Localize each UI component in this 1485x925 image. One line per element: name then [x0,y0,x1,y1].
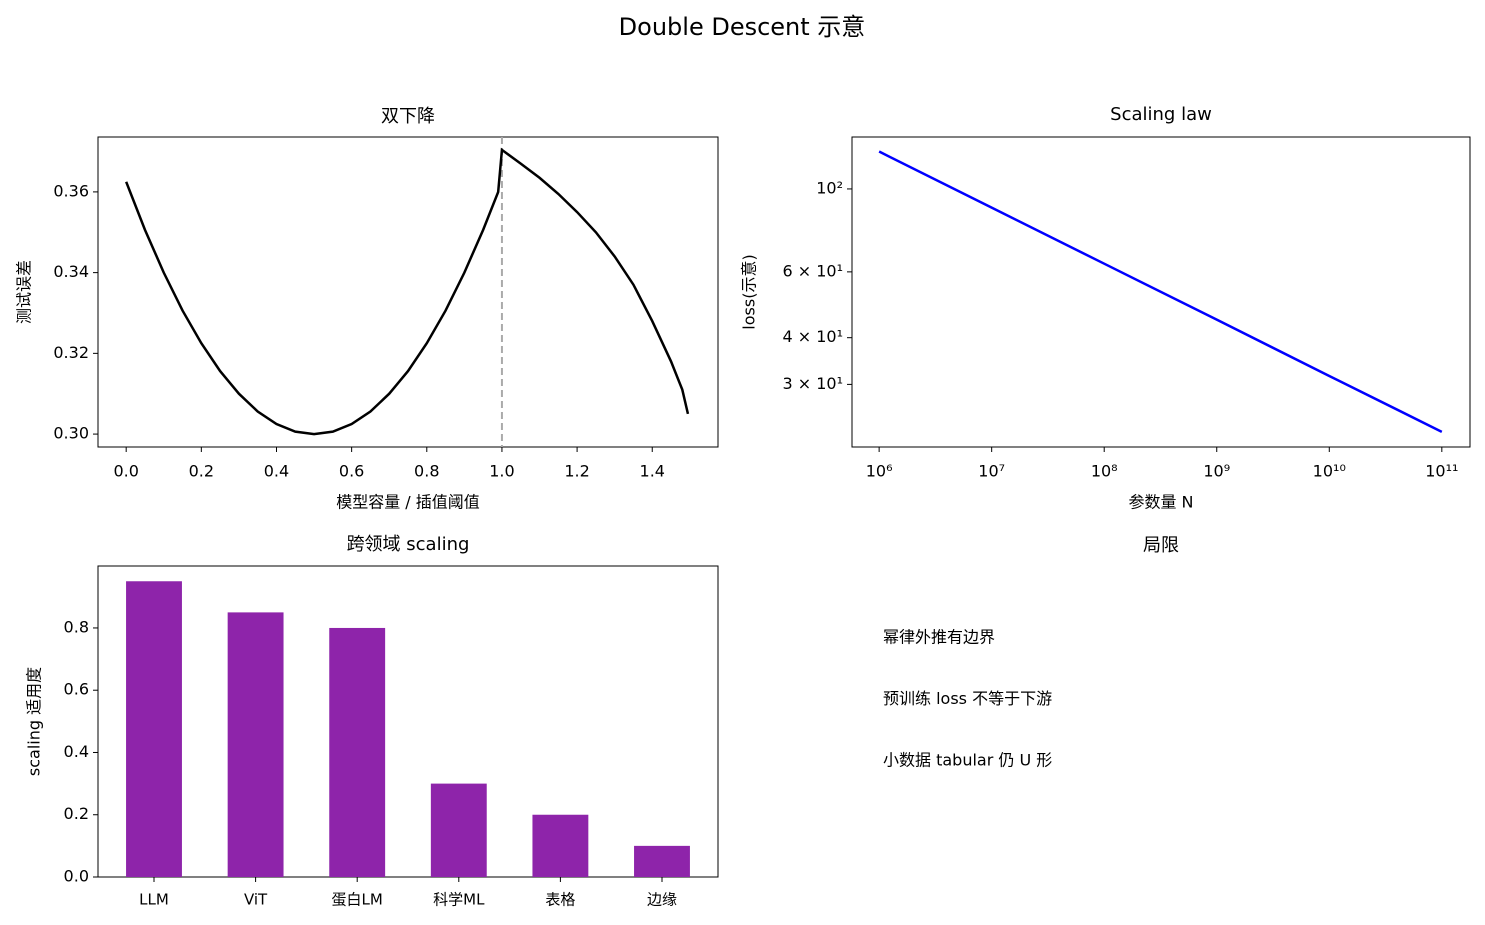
x-tick-label: 0.8 [414,462,439,481]
y-tick-label: 0.8 [64,617,89,636]
y-axis-label: loss(示意) [740,254,759,329]
y-tick-label: 0.34 [53,262,89,281]
note-line: 小数据 tabular 仍 U 形 [883,751,1052,770]
y-tick-label: 0.0 [64,867,89,886]
y-tick-label: 4 × 10¹ [782,327,843,346]
note-line: 幂律外推有边界 [883,628,995,647]
y-tick-label: 0.32 [53,343,89,362]
panel-title: 局限 [1143,535,1179,556]
x-tick-label: ViT [244,891,268,909]
data-line [125,147,690,436]
x-axis-label: 参数量 N [1128,493,1193,512]
bar [227,612,284,877]
bar [430,783,487,877]
y-axis-label: 测试误差 [15,260,34,324]
bar [126,581,182,877]
y-tick-label: 0.6 [64,680,89,699]
x-tick-label: 10¹¹ [1425,462,1458,481]
x-tick-label: 10⁶ [866,462,893,481]
x-tick-label: 10¹⁰ [1313,462,1346,481]
x-tick-label: 10⁹ [1203,462,1230,481]
y-tick-label: 0.2 [64,804,89,823]
x-tick-label: 10⁸ [1091,462,1118,481]
x-tick-label: 10⁷ [978,462,1005,481]
x-tick-label: 蛋白LM [332,891,383,909]
x-tick-label: 1.0 [489,462,514,481]
plot-frame [851,136,1471,448]
x-axis-label: 模型容量 / 插值阈值 [336,493,480,512]
bar [532,814,589,877]
data-line [878,150,1443,433]
bar [329,627,386,877]
x-tick-label: LLM [139,891,169,909]
panel-title: 跨领域 scaling [347,534,470,555]
y-axis-label: scaling 适用度 [25,667,44,776]
y-tick-label: 0.36 [53,181,89,200]
x-tick-label: 0.4 [264,462,289,481]
plot-frame [97,565,719,878]
y-tick-label: 10² [816,178,843,197]
y-tick-label: 6 × 10¹ [782,261,843,280]
x-tick-label: 0.2 [189,462,214,481]
panel-title: 双下降 [381,106,435,127]
y-tick-label: 3 × 10¹ [782,374,843,393]
panel-title: Scaling law [1110,104,1212,125]
figure-title: Double Descent 示意 [619,13,866,41]
x-tick-label: 1.2 [564,462,589,481]
plot-frame [97,136,719,448]
x-tick-label: 0.6 [339,462,364,481]
x-tick-label: 0.0 [113,462,138,481]
y-tick-label: 0.30 [53,424,89,443]
x-tick-label: 表格 [545,891,575,909]
note-line: 预训练 loss 不等于下游 [883,689,1052,708]
x-tick-label: 科学ML [433,891,485,909]
x-tick-label: 边缘 [647,891,677,909]
bar [634,845,690,877]
y-tick-label: 0.4 [64,742,89,761]
x-tick-label: 1.4 [640,462,665,481]
